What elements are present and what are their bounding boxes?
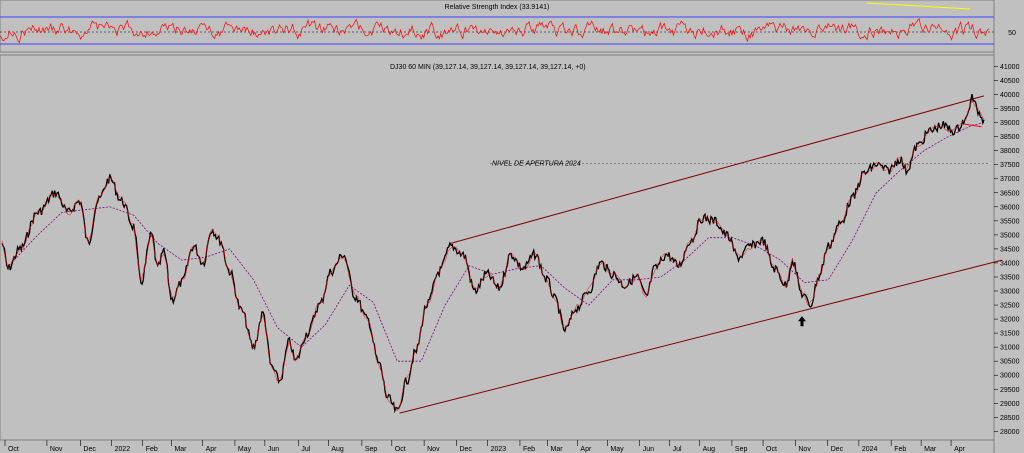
y-tick-label: 32500 <box>1000 303 1020 310</box>
x-tick-label: Feb <box>523 446 535 453</box>
x-tick-label: Nov <box>798 446 811 453</box>
x-tick-label: Oct <box>766 446 777 453</box>
x-tick-label: May <box>610 446 624 453</box>
y-tick-label: 35500 <box>1000 218 1020 225</box>
price-legend: DJ30 60 MIN (39,127.14, 39,127.14, 39,12… <box>390 64 586 71</box>
y-tick-label: 31000 <box>1000 345 1020 352</box>
x-tick-label: Oct <box>395 446 406 453</box>
x-tick-label: Apr <box>206 446 218 453</box>
y-tick-label: 28000 <box>1000 429 1020 436</box>
x-tick-label: Jun <box>268 446 279 453</box>
y-tick-label: 36000 <box>1000 204 1020 211</box>
opening-level-annotation: NIVEL DE APERTURA 2024 <box>492 160 581 167</box>
x-tick-label: 2024 <box>862 446 878 453</box>
channel-upper-line <box>450 95 985 244</box>
moving-average-line <box>13 122 985 362</box>
x-tick-label: May <box>238 446 252 453</box>
rsi-title: Relative Strength Index (33.9141) <box>445 4 550 11</box>
x-tick-label: Jul <box>301 446 310 453</box>
rsi-level-label: 50 <box>1008 30 1016 37</box>
x-tick-label: 2022 <box>115 446 131 453</box>
y-tick-label: 40000 <box>1000 92 1020 99</box>
x-tick-label: Aug <box>703 446 716 453</box>
x-tick-label: Sep <box>735 446 748 453</box>
y-tick-label: 39500 <box>1000 106 1020 113</box>
x-tick-label: Feb <box>894 446 906 453</box>
y-tick-label: 35000 <box>1000 232 1020 239</box>
y-axis-ticks: 28000 28500 29000 29500 30000 30500 31000 31500… <box>994 64 1020 436</box>
x-tick-label: Dec <box>459 446 472 453</box>
price-bars-highlight <box>1 99 985 412</box>
y-tick-label: 29000 <box>1000 401 1020 408</box>
x-tick-label: Jun <box>643 446 654 453</box>
y-tick-label: 29500 <box>1000 387 1020 394</box>
y-tick-label: 34500 <box>1000 246 1020 253</box>
y-tick-label: 30000 <box>1000 373 1020 380</box>
x-tick-label: Oct <box>8 446 19 453</box>
rsi-panel <box>0 0 995 53</box>
y-tick-label: 30500 <box>1000 359 1020 366</box>
x-tick-label: Dec <box>831 446 844 453</box>
x-tick-label: Apr <box>580 446 592 453</box>
price-line <box>1 93 985 414</box>
y-tick-label: 34000 <box>1000 260 1020 267</box>
y-tick-label: 36500 <box>1000 190 1020 197</box>
rsi-line <box>0 18 990 44</box>
up-arrow-icon <box>797 316 806 327</box>
y-tick-label: 38000 <box>1000 148 1020 155</box>
x-tick-label: Apr <box>954 446 966 453</box>
x-tick-label: Jul <box>673 446 682 453</box>
y-tick-label: 33000 <box>1000 289 1020 296</box>
x-tick-label: Feb <box>146 446 158 453</box>
y-tick-label: 37500 <box>1000 162 1020 169</box>
y-tick-label: 37000 <box>1000 176 1020 183</box>
channel-lower-line <box>399 259 1003 414</box>
y-tick-label: 40500 <box>1000 78 1020 85</box>
x-tick-label: Sep <box>365 446 378 453</box>
x-tick-label: Nov <box>427 446 440 453</box>
x-tick-label: Mar <box>550 446 563 453</box>
y-tick-label: 33500 <box>1000 274 1020 281</box>
y-tick-label: 31500 <box>1000 331 1020 338</box>
x-tick-label: Mar <box>174 446 187 453</box>
x-tick-label: 2023 <box>491 446 507 453</box>
y-tick-label: 38500 <box>1000 134 1020 141</box>
x-tick-label: Aug <box>331 446 344 453</box>
price-panel <box>0 54 995 441</box>
x-tick-label: Mar <box>924 446 937 453</box>
y-tick-label: 32000 <box>1000 317 1020 324</box>
rsi-divergence-line <box>866 2 971 10</box>
x-tick-label: Dec <box>83 446 96 453</box>
x-axis-ticks: Oct Nov Dec 2022 Feb Mar Apr May Jun Jul Aug Sep Oct… <box>4 440 966 453</box>
y-tick-label: 39000 <box>1000 120 1020 127</box>
x-tick-label: Nov <box>50 446 63 453</box>
y-tick-label: 41000 <box>1000 64 1020 71</box>
y-tick-label: 28500 <box>1000 415 1020 422</box>
